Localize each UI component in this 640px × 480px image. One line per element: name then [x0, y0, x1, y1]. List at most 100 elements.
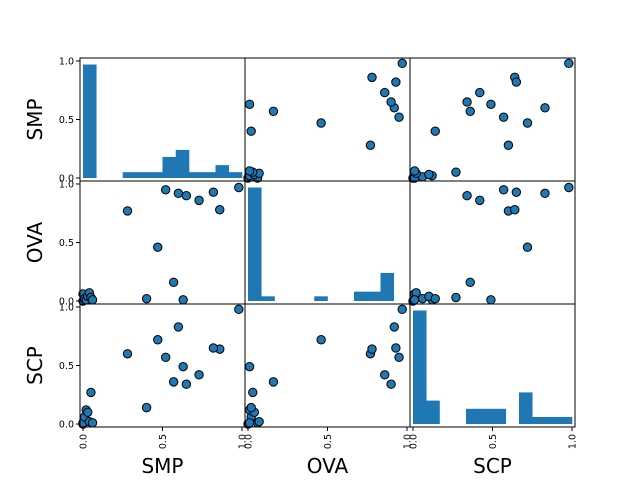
x-tick-label: 0.5 — [488, 434, 499, 449]
scatter-point — [246, 126, 256, 136]
scatter-point — [394, 112, 404, 122]
scatter-point — [465, 106, 475, 117]
scatter-point — [122, 349, 133, 359]
y-tick-label: 1.0 — [59, 57, 74, 68]
scatter-point — [181, 379, 192, 389]
cell-SMP-OVA — [243, 57, 411, 183]
scatter-point — [244, 361, 255, 372]
y-tick-label: 0.0 — [59, 174, 74, 185]
cell-OVA-SCP — [408, 180, 576, 306]
scatter-point — [194, 195, 204, 206]
hist-bar — [492, 408, 507, 424]
scatter-point — [540, 188, 550, 199]
scatter-point — [498, 112, 509, 122]
cell-frame — [244, 303, 411, 428]
hist-bar — [558, 416, 573, 424]
scatter-point — [430, 293, 440, 304]
scatter-point — [254, 416, 264, 427]
cell-frame — [244, 57, 411, 182]
scatter-point — [208, 343, 219, 353]
scatter-point — [153, 335, 163, 345]
column-variable-label: OVA — [307, 454, 349, 478]
hist-bar — [83, 64, 97, 178]
scatter-point — [122, 206, 133, 216]
row-variable-label: SCP — [23, 346, 47, 385]
scatter-point — [181, 191, 192, 201]
scatter-point — [451, 292, 461, 303]
hist-bar — [314, 296, 328, 301]
hist-bar — [189, 172, 203, 178]
hist-bar — [261, 296, 275, 301]
scatter-point — [430, 126, 440, 136]
y-tick-label: 1.0 — [59, 180, 74, 191]
scatter-point — [268, 377, 279, 387]
scatter-point — [380, 87, 390, 98]
x-tick-label: 1.0 — [568, 434, 579, 449]
hist-bar — [545, 416, 560, 424]
scatter-point — [141, 293, 152, 304]
hist-bar — [136, 172, 150, 178]
scatter-point — [451, 167, 461, 177]
row-variable-label: OVA — [23, 221, 47, 263]
x-tick-label: 0.5 — [158, 434, 169, 449]
cell-SCP-OVA — [243, 303, 411, 429]
hist-bar — [202, 172, 216, 178]
hist-bar — [215, 165, 230, 178]
scatter-point — [475, 195, 485, 206]
scatter-point — [498, 185, 509, 195]
scatter-point — [522, 118, 533, 128]
x-tick-label: 0.0 — [244, 434, 255, 449]
cell-SMP-SCP — [408, 57, 576, 183]
scatter-point — [173, 188, 184, 199]
matrix-cells — [78, 57, 576, 429]
scatter-point — [365, 140, 376, 150]
cell-SCP-SCP — [409, 303, 576, 428]
x-tick-label: 1.0 — [403, 434, 414, 449]
scatter-point — [424, 169, 434, 180]
scatter-point — [511, 187, 522, 197]
hist-bar — [413, 310, 427, 424]
cell-frame — [409, 57, 576, 182]
cell-frame — [79, 180, 246, 305]
y-tick-label: 0.0 — [59, 420, 74, 431]
cell-frame — [79, 303, 246, 428]
scatter-point — [248, 387, 258, 398]
cell-OVA-SMP — [78, 180, 246, 306]
hist-bar — [380, 272, 395, 301]
hist-bar — [248, 187, 262, 301]
scatter-point — [522, 242, 533, 252]
scatter-point — [244, 166, 255, 176]
hist-bar — [149, 172, 163, 178]
scatter-point — [389, 322, 399, 332]
x-tick-label: 1.0 — [238, 434, 249, 449]
scatter-point — [367, 72, 377, 83]
scatter-point — [141, 402, 152, 413]
scatter-point — [386, 379, 396, 389]
scatter-point — [391, 77, 401, 87]
scatter-point — [462, 191, 472, 201]
matrix-labels: 0.0 0.5 1.0 SMP 0.0 0.5 1.0 OVA 0.0 0.5 1.0 SCP 0.0 0… — [23, 57, 579, 479]
scatter-point — [465, 277, 475, 287]
scatter-point — [178, 295, 188, 305]
hist-bar — [519, 392, 533, 424]
scatter-point — [160, 185, 171, 195]
scatter-point — [486, 99, 496, 109]
scatter-point — [215, 205, 225, 215]
scatter-point — [316, 118, 326, 128]
scatter-point — [153, 242, 163, 252]
column-variable-label: SMP — [141, 454, 183, 478]
scatter-point — [510, 205, 520, 215]
scatter-point — [397, 304, 407, 315]
cell-SCP-SMP — [78, 303, 246, 429]
hist-bar — [532, 416, 546, 424]
scatter-point — [246, 402, 256, 413]
scatter-point — [268, 106, 279, 117]
scatter-point — [244, 418, 255, 428]
scatter-point — [173, 322, 184, 332]
column-variable-label: SCP — [473, 454, 512, 478]
scatter-point — [462, 97, 472, 107]
scatter-point — [208, 187, 219, 197]
scatter-point — [503, 140, 514, 150]
scatter-point — [475, 87, 485, 98]
